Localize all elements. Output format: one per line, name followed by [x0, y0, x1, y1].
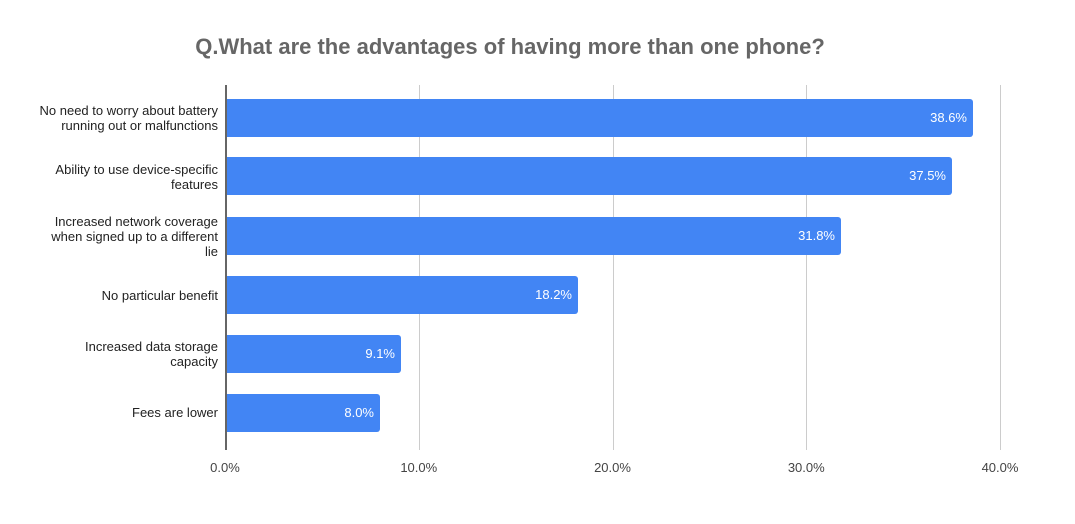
gridline-20 — [612, 85, 614, 450]
label-line: No particular benefit — [101, 288, 218, 303]
x-tick-30: 30.0% — [787, 460, 825, 475]
bar-device-features[interactable]: 37.5% — [225, 157, 952, 195]
bar-value-label: 18.2% — [535, 287, 572, 302]
bar-value-label: 9.1% — [365, 346, 395, 361]
label-line: Increased network coverage — [54, 214, 218, 229]
bar-network-coverage[interactable]: 31.8% — [225, 217, 841, 255]
label-line: capacity — [170, 354, 218, 369]
bar-value-label: 31.8% — [798, 228, 835, 243]
x-tick-20: 20.0% — [594, 460, 631, 475]
bar-data-storage[interactable]: 9.1% — [225, 335, 401, 373]
chart-title: Q.What are the advantages of having more… — [195, 34, 825, 59]
gridline-30 — [806, 85, 808, 450]
category-label-data-storage: Increased data storage capacity — [0, 339, 218, 369]
label-line: Ability to use device-specific — [55, 162, 218, 177]
bar-battery[interactable]: 38.6% — [225, 99, 973, 137]
bar-value-label: 8.0% — [344, 405, 374, 420]
category-label-battery: No need to worry about battery running o… — [0, 103, 219, 133]
x-tick-40: 40.0% — [981, 460, 1019, 475]
category-label-device-features: Ability to use device-specific features — [0, 162, 218, 192]
label-line: No need to worry about battery — [39, 103, 219, 118]
bar-fees-lower[interactable]: 8.0% — [225, 394, 380, 432]
label-line: Fees are lower — [132, 405, 218, 420]
label-line: running out or malfunctions — [61, 118, 218, 133]
y-axis-line — [225, 85, 227, 450]
category-label-no-benefit: No particular benefit — [0, 288, 218, 303]
category-label-fees-lower: Fees are lower — [0, 405, 218, 420]
gridline-40 — [1000, 85, 1001, 450]
label-line: when signed up to a different — [51, 229, 218, 244]
x-tick-10: 10.0% — [400, 460, 438, 475]
bar-value-label: 37.5% — [909, 168, 946, 183]
bar-value-label: 38.6% — [930, 110, 967, 125]
category-label-network-coverage: Increased network coverage when signed u… — [0, 214, 218, 259]
label-line: features — [171, 177, 218, 192]
x-tick-0: 0.0% — [210, 460, 240, 475]
label-line: Increased data storage — [85, 339, 218, 354]
bar-no-benefit[interactable]: 18.2% — [225, 276, 578, 314]
gridline-10 — [418, 85, 420, 450]
plot-area: 38.6% 37.5% 31.8% 18.2% 9.1% 8.0% — [225, 85, 1001, 450]
label-line: lie — [204, 244, 218, 259]
